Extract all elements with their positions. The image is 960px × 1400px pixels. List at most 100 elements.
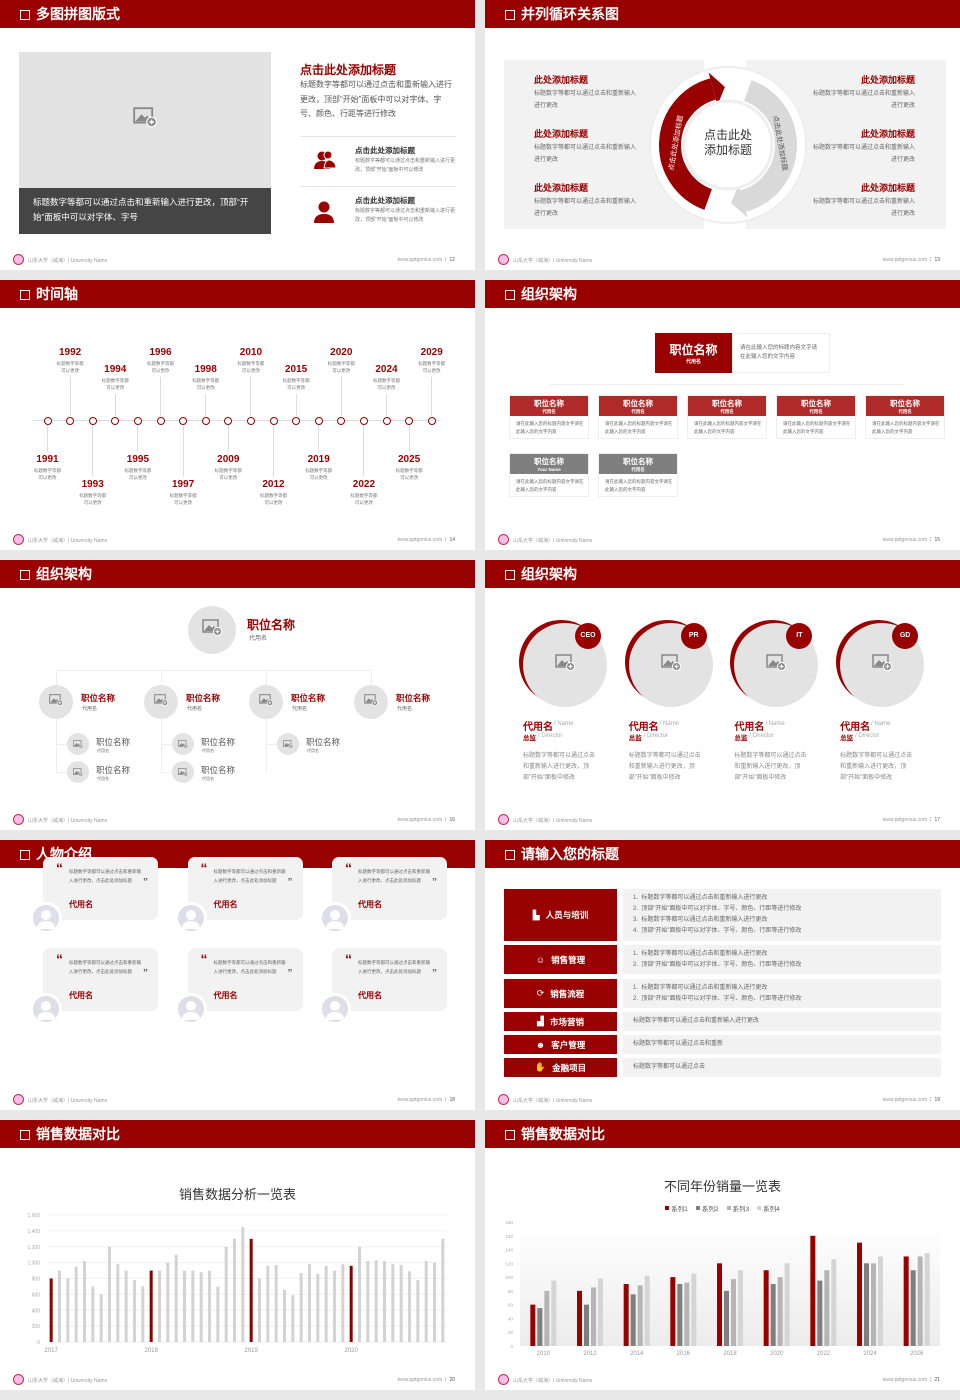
avatar-placeholder[interactable] [249,685,283,719]
avatar-placeholder[interactable] [172,733,194,755]
member-name-en: / Name [765,721,785,727]
avatar-placeholder[interactable] [144,685,178,719]
timeline-connector [205,394,207,416]
bar-系列2 [630,1294,636,1346]
category-button[interactable]: ▙ 人员与培训 [504,889,617,941]
position-card-header: 职位名称 Your Name [510,454,588,474]
position-card[interactable]: 职位名称 Your Name 请在此输入您的标题内容文字请在此输入您的文字内容 [509,453,589,497]
training-icon: ▙ [532,909,540,920]
page-number: 13 [934,257,940,263]
right-item-text: 标题数字等都可以通过点击和重新输入进行更改 [813,199,916,217]
x-tick-label: 2018 [723,1351,737,1357]
timeline-dot[interactable] [224,416,233,425]
timeline-dot[interactable] [359,416,368,425]
page-number: 18 [449,1097,455,1103]
legend-swatch [757,1206,762,1210]
cycle-diagram: 点击此处添加标题 点击此处添加标题 点击此处添加标题 [648,65,808,225]
bar [316,1273,320,1342]
timeline-dot[interactable] [405,416,414,425]
timeline-text: 标题数字等都可以更改 [169,493,197,505]
right-item-title: 此处添加标题 [860,129,915,139]
bar-系列3 [684,1282,690,1346]
slide-header: 组织架构 [485,560,960,588]
bar [424,1261,428,1342]
org-connector [549,384,905,385]
position-title: 职位名称 [186,693,221,703]
timeline-dot[interactable] [292,416,301,425]
timeline-dot[interactable] [88,416,97,425]
position-card[interactable]: 职位名称 代用名 请在此输入您的标题内容文字请在此输入您的文字内容 [509,395,589,439]
bar-系列3 [591,1287,596,1346]
timeline-dot[interactable] [43,416,52,425]
timeline-text: 标题数字等都可以更改 [192,378,220,390]
position-subtitle: 代用名 [187,706,203,712]
avatar-placeholder[interactable] [354,685,388,719]
timeline-dot[interactable] [66,416,75,425]
image-placeholder-icon [49,693,63,711]
bar [324,1265,328,1342]
timeline-dot[interactable] [382,416,391,425]
timeline-year: 2009 [217,454,240,465]
timeline-dot[interactable] [179,416,188,425]
timeline-dot[interactable] [314,416,323,425]
right-item-title: 此处添加标题 [860,183,915,193]
position-card[interactable]: 职位名称 代用名 请在此输入您的标题内容文字请在此输入您的文字内容 [865,395,945,439]
avatar-placeholder[interactable] [67,761,89,783]
position-card[interactable]: 职位名称 代用名 请在此输入您的标题内容文字请在此输入您的文字内容 [598,453,678,497]
list-item: 标题数字等都可以通过点击 [633,1064,706,1070]
image-placeholder[interactable] [19,52,271,188]
slide-org-chart: 组织架构 山东大学（威海）| University Name www.pptgeni… [485,280,960,550]
checkbox-square-icon [505,570,515,580]
bar [83,1261,86,1342]
legend-item: 系列4 [757,1203,780,1213]
timeline-connector [182,424,184,477]
slide-footer: 山东大学（威海）| University Name www.pptgenius.c… [485,253,960,267]
cycle-icon: ⟳ [536,988,545,998]
slide-title: 组织架构 [521,566,577,582]
bar-系列2 [910,1270,916,1346]
bar [333,1270,336,1342]
bar-系列2 [864,1263,869,1346]
position-desc: 请在此输入您的标题内容文字请在此输入您的文字内容 [694,421,762,434]
avatar-placeholder[interactable] [172,761,194,783]
legend-swatch [726,1206,731,1210]
member-desc: 标题数字等都可以通过点击和重新输入进行更改，顶部“开始”面板中修改 [523,753,596,781]
category-button[interactable]: ⟳ 销售流程 [504,979,617,1008]
category-button[interactable]: ✋ 金融项目 [504,1058,617,1077]
timeline-connector [137,424,139,452]
footer-school: 山东大学（威海）| University Name [28,818,108,824]
testimonial-text: 标题数字等都可以通过点击和重新输入进行更改，点击此处添加标题 [358,869,430,883]
avatar-placeholder[interactable] [277,733,299,755]
position-card[interactable]: 职位名称 代用名 请在此输入您的标题内容文字请在此输入您的文字内容 [598,395,678,439]
position-title: 职位名称 [96,737,131,747]
page-number: 12 [449,257,455,263]
position-card[interactable]: 职位名称 代用名 请在此输入您的标题内容文字请在此输入您的文字内容 [687,395,767,439]
slide-header: 销售数据对比 [485,1120,960,1148]
timeline-connector [250,377,252,416]
top-position-box[interactable]: 职位名称 代用名 [655,333,732,373]
bar-系列1 [577,1290,582,1346]
member-name-en: / Name [871,721,891,727]
category-button[interactable]: ☻ 客户管理 [504,1035,617,1054]
timeline-dot[interactable] [246,416,255,425]
timeline-dot[interactable] [269,416,278,425]
timeline-dot[interactable] [427,416,436,425]
timeline-dot[interactable] [156,416,165,425]
timeline-axis [33,420,441,421]
bar-chart-icon: ▟ [537,1016,544,1026]
category-button[interactable]: ☺ 销售管理 [504,945,617,974]
timeline-dot[interactable] [337,416,346,425]
position-subtitle: 代用名 [97,776,109,781]
testimonial-name: 代用名 [358,991,382,1000]
bar-系列4 [738,1270,743,1346]
position-card[interactable]: 职位名称 代用名 请在此输入您的标题内容文字请在此输入您的文字内容 [776,395,856,439]
bar [199,1272,203,1342]
avatar-placeholder[interactable] [67,733,89,755]
avatar-placeholder[interactable] [39,685,73,719]
category-button[interactable]: ▟ 市场营销 [504,1012,617,1031]
timeline-dot[interactable] [201,416,210,425]
timeline-dot[interactable] [111,416,120,425]
slide-header: 时间轴 [0,280,475,308]
top-avatar-placeholder[interactable] [188,606,236,654]
timeline-dot[interactable] [133,416,142,425]
